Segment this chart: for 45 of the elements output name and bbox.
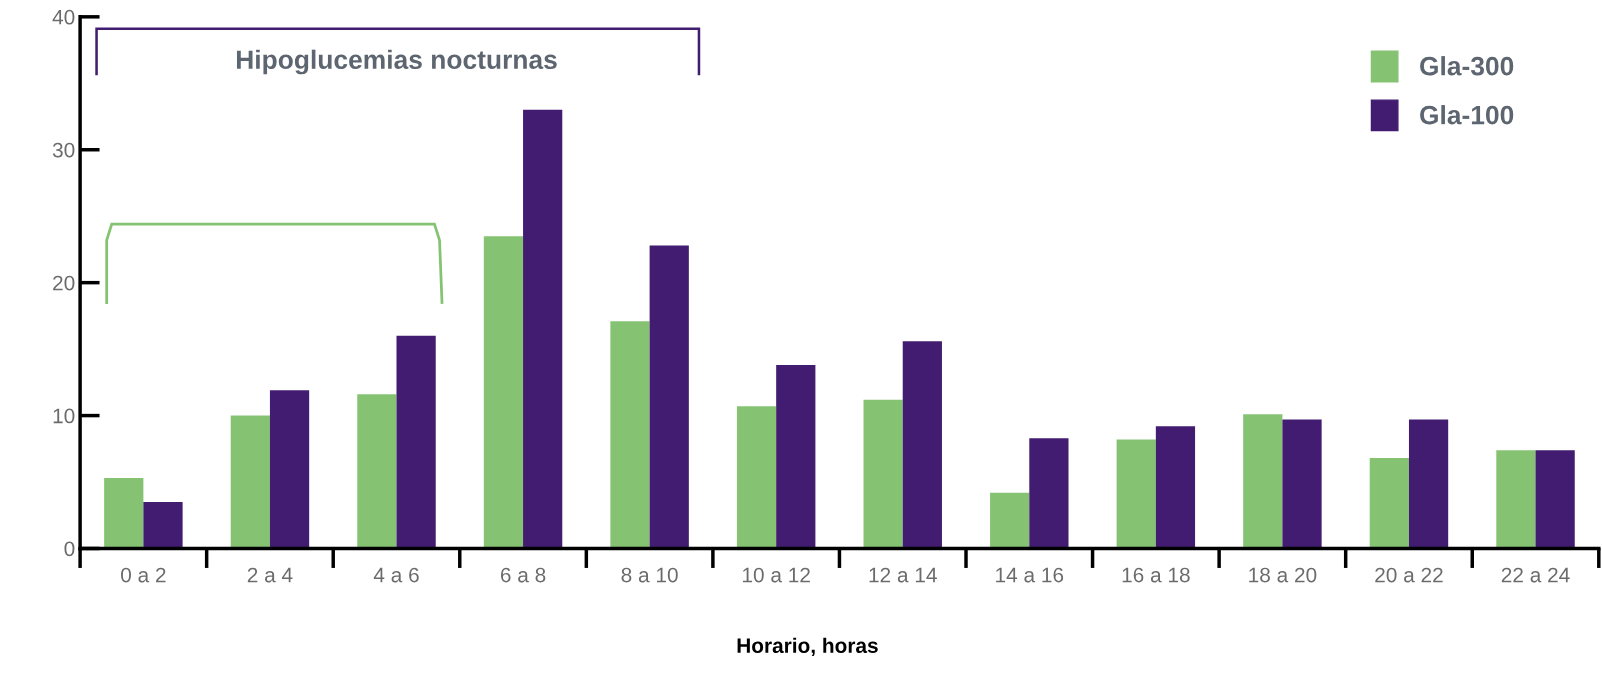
y-tick-label: 40 xyxy=(52,9,75,25)
bar xyxy=(230,415,270,549)
x-axis-title: Horario, horas xyxy=(737,637,878,657)
bar xyxy=(269,390,310,549)
x-tick-label: 8 a 10 xyxy=(621,567,678,583)
bar xyxy=(776,365,816,549)
x-tick-label: 2 a 4 xyxy=(247,567,293,583)
y-tick-label: 30 xyxy=(52,142,75,158)
bar xyxy=(143,501,183,549)
x-tick-label: 12 a 14 xyxy=(869,567,937,583)
x-tick-label: 22 a 24 xyxy=(1501,567,1570,583)
bar xyxy=(1369,458,1409,549)
bar xyxy=(1282,419,1322,549)
bar xyxy=(523,109,563,549)
x-tick-label: 0 a 2 xyxy=(121,567,166,583)
bar xyxy=(610,321,650,549)
y-tick-label: 0 xyxy=(64,541,75,557)
x-tick-label: 10 a 12 xyxy=(743,567,810,583)
bar xyxy=(863,399,903,549)
x-tick-label: 18 a 20 xyxy=(1249,567,1317,583)
legend-label: Gla-300 xyxy=(1420,56,1514,76)
bar xyxy=(1155,426,1196,549)
x-tick-label: 16 a 18 xyxy=(1122,567,1190,583)
x-tick-label: 20 a 22 xyxy=(1375,567,1443,583)
x-tick-label: 14 a 16 xyxy=(996,567,1064,583)
bar xyxy=(902,341,942,549)
bar xyxy=(1535,450,1575,549)
bar xyxy=(1116,439,1156,549)
y-tick-label: 10 xyxy=(53,408,75,424)
bar xyxy=(1029,438,1069,549)
legend-label: Gla-100 xyxy=(1420,105,1514,125)
bar xyxy=(990,492,1030,549)
bar xyxy=(1408,419,1449,549)
bar xyxy=(1243,414,1283,549)
bar xyxy=(736,406,777,549)
annotation: Hipoglucemias nocturnas xyxy=(236,49,557,75)
y-tick-label: 20 xyxy=(53,275,75,291)
bar xyxy=(483,236,524,549)
bar xyxy=(357,394,397,549)
bar xyxy=(104,478,144,549)
x-tick-label: 6 a 8 xyxy=(500,567,546,583)
x-tick-label: 4 a 6 xyxy=(373,567,419,583)
bar xyxy=(649,245,689,549)
bar xyxy=(1496,450,1536,549)
bar xyxy=(396,335,436,549)
